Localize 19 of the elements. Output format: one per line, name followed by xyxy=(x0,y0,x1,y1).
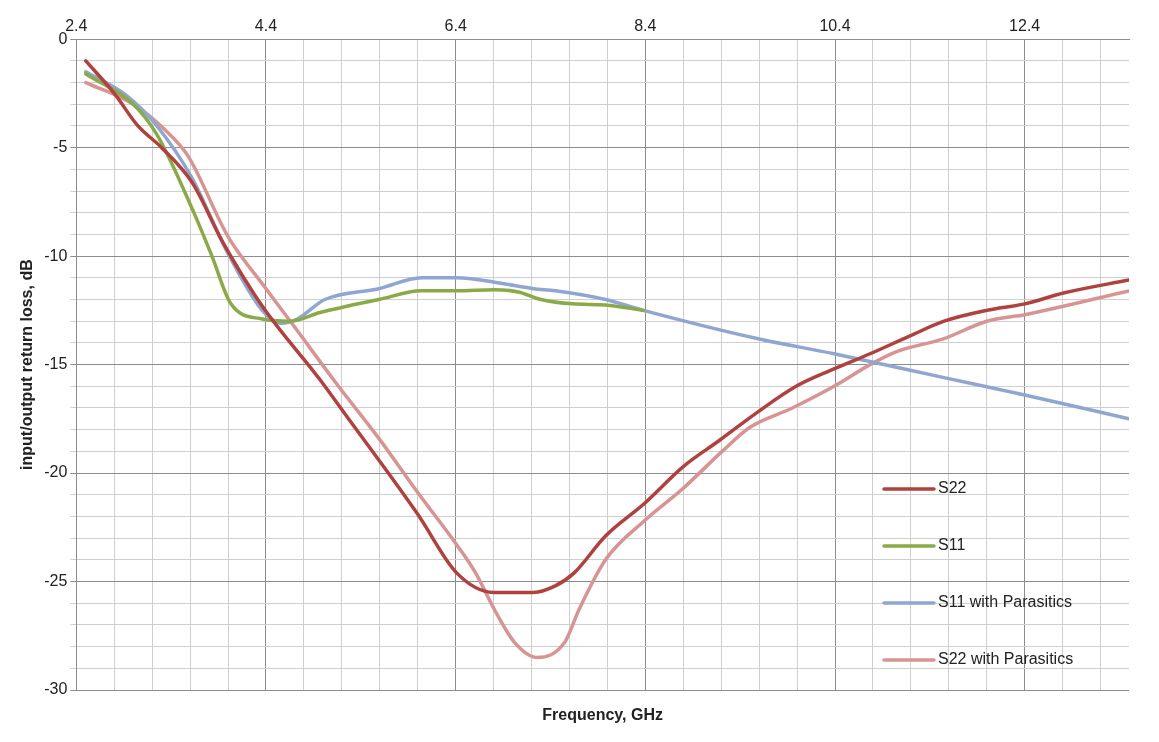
y-axis-title: input/output return loss, dB xyxy=(18,259,36,470)
legend-label: S22 xyxy=(938,479,967,497)
x-tick-label: 6.4 xyxy=(444,17,467,35)
legend-label: S22 with Parasitics xyxy=(938,650,1074,668)
x-tick-label: 4.4 xyxy=(254,17,278,35)
y-tick-label: -15 xyxy=(44,355,68,373)
x-tick-label: 10.4 xyxy=(819,17,851,35)
legend-label: S11 with Parasitics xyxy=(938,593,1072,611)
y-tick-label: -10 xyxy=(44,246,68,264)
y-tick-label: -25 xyxy=(44,571,68,589)
line-series xyxy=(84,72,646,323)
y-tick-label: -30 xyxy=(44,680,68,698)
x-tick-label: 2.4 xyxy=(65,17,88,35)
legend-label: S11 xyxy=(938,536,966,554)
x-tick-label: 12.4 xyxy=(1009,17,1041,35)
y-tick-label: -20 xyxy=(44,463,68,481)
x-axis-title: Frequency, GHz xyxy=(542,706,663,724)
y-tick-label: -5 xyxy=(53,138,68,156)
x-tick-label: 8.4 xyxy=(634,17,657,35)
